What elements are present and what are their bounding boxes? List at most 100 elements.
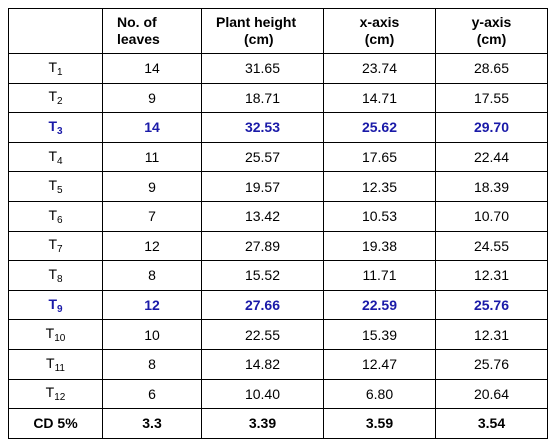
treatment-label: T2 [8,82,103,114]
treatment-subscript: 9 [57,303,63,315]
treatment-label: T11 [8,348,103,380]
leaves-cell: 7 [102,200,202,232]
treatment-prefix: T [48,206,57,223]
leaves-cell: 14 [102,112,202,143]
treatment-label: T10 [8,319,103,350]
treatment-label: T3 [8,112,103,143]
treatment-label: T5 [8,171,103,202]
y-axis-cell: 12.31 [435,260,548,291]
header-leaves: No. of leaves [102,8,202,54]
y-axis-cell: 17.55 [435,82,548,114]
plant-height-cell: 18.71 [201,82,324,114]
cd-x-axis-cell: 3.59 [323,408,436,439]
treatment-label: T4 [8,141,103,173]
treatment-label: T1 [8,53,103,84]
treatment-label: T7 [8,230,103,262]
y-axis-cell: 28.65 [435,53,548,84]
treatment-subscript: 10 [54,333,66,345]
header-x-axis: x-axis (cm) [323,8,436,54]
treatment-subscript: 6 [57,214,63,226]
treatment-subscript: 11 [54,362,65,374]
treatment-subscript: 5 [57,185,63,197]
treatment-label: T8 [8,260,103,291]
treatment-prefix: T [48,58,57,75]
x-axis-cell: 15.39 [323,319,436,350]
leaves-cell: 12 [102,289,202,321]
treatment-data-table: No. of leaves Plant height (cm) x-axis (… [8,8,548,439]
x-axis-cell: 12.47 [323,348,436,380]
treatment-subscript: 4 [57,155,63,167]
header-leaves-line1: No. of [117,14,157,30]
leaves-cell: 14 [102,53,202,84]
leaves-cell: 9 [102,82,202,114]
treatment-prefix: T [48,236,57,253]
header-leaves-line2: leaves [117,31,160,47]
treatment-label: T9 [8,289,103,321]
header-y-axis-line1: y-axis [471,14,512,30]
leaves-cell: 8 [102,348,202,380]
x-axis-cell: 22.59 [323,289,436,321]
table-row: T10 10 22.55 15.39 12.31 [8,319,548,350]
y-axis-cell: 18.39 [435,171,548,202]
table-row: T8 8 15.52 11.71 12.31 [8,260,548,291]
y-axis-cell: 24.55 [435,230,548,262]
treatment-subscript: 3 [57,125,63,137]
table-row: T3 14 32.53 25.62 29.70 [8,112,548,143]
cd-label: CD 5% [8,408,103,439]
x-axis-cell: 10.53 [323,200,436,232]
plant-height-cell: 15.52 [201,260,324,291]
header-plant-height-line1: Plant height [216,14,297,30]
x-axis-cell: 14.71 [323,82,436,114]
cd-plant-height-cell: 3.39 [201,408,324,439]
header-y-axis-line2: (cm) [476,31,507,47]
y-axis-cell: 20.64 [435,378,548,410]
header-x-axis-line2: (cm) [364,31,395,47]
plant-height-cell: 10.40 [201,378,324,410]
treatment-subscript: 8 [57,273,63,285]
table-row: T9 12 27.66 22.59 25.76 [8,289,548,321]
header-row: No. of leaves Plant height (cm) x-axis (… [8,8,548,54]
x-axis-cell: 17.65 [323,141,436,173]
treatment-prefix: T [45,325,55,342]
header-treatment [8,8,103,54]
x-axis-cell: 6.80 [323,378,436,410]
cd-row: CD 5% 3.3 3.39 3.59 3.54 [8,408,548,439]
treatment-prefix: T [46,354,55,371]
y-axis-cell: 22.44 [435,141,548,173]
treatment-subscript: 1 [57,66,63,78]
leaves-cell: 11 [102,141,202,173]
plant-height-cell: 13.42 [201,200,324,232]
leaves-cell: 9 [102,171,202,202]
x-axis-cell: 19.38 [323,230,436,262]
leaves-cell: 8 [102,260,202,291]
header-plant-height: Plant height (cm) [201,8,324,54]
x-axis-cell: 12.35 [323,171,436,202]
treatment-subscript: 12 [54,392,66,404]
x-axis-cell: 25.62 [323,112,436,143]
y-axis-cell: 25.76 [435,348,548,380]
x-axis-cell: 11.71 [323,260,436,291]
leaves-cell: 6 [102,378,202,410]
table-row: T4 11 25.57 17.65 22.44 [8,141,548,173]
table-row: T11 8 14.82 12.47 25.76 [8,348,548,380]
treatment-prefix: T [48,177,57,194]
treatment-label: T6 [8,200,103,232]
y-axis-cell: 25.76 [435,289,548,321]
table-row: T7 12 27.89 19.38 24.55 [8,230,548,262]
plant-height-cell: 27.66 [201,289,324,321]
treatment-label: T12 [8,378,103,410]
table-row: T6 7 13.42 10.53 10.70 [8,200,548,232]
plant-height-cell: 31.65 [201,53,324,84]
table-row: T12 6 10.40 6.80 20.64 [8,378,548,410]
y-axis-cell: 10.70 [435,200,548,232]
cd-leaves-cell: 3.3 [102,408,202,439]
plant-height-cell: 19.57 [201,171,324,202]
plant-height-cell: 27.89 [201,230,324,262]
y-axis-cell: 29.70 [435,112,548,143]
treatment-prefix: T [48,265,57,282]
header-x-axis-line1: x-axis [359,14,400,30]
leaves-cell: 12 [102,230,202,262]
plant-height-cell: 22.55 [201,319,324,350]
treatment-prefix: T [48,117,57,134]
table-row: T1 14 31.65 23.74 28.65 [8,53,548,84]
